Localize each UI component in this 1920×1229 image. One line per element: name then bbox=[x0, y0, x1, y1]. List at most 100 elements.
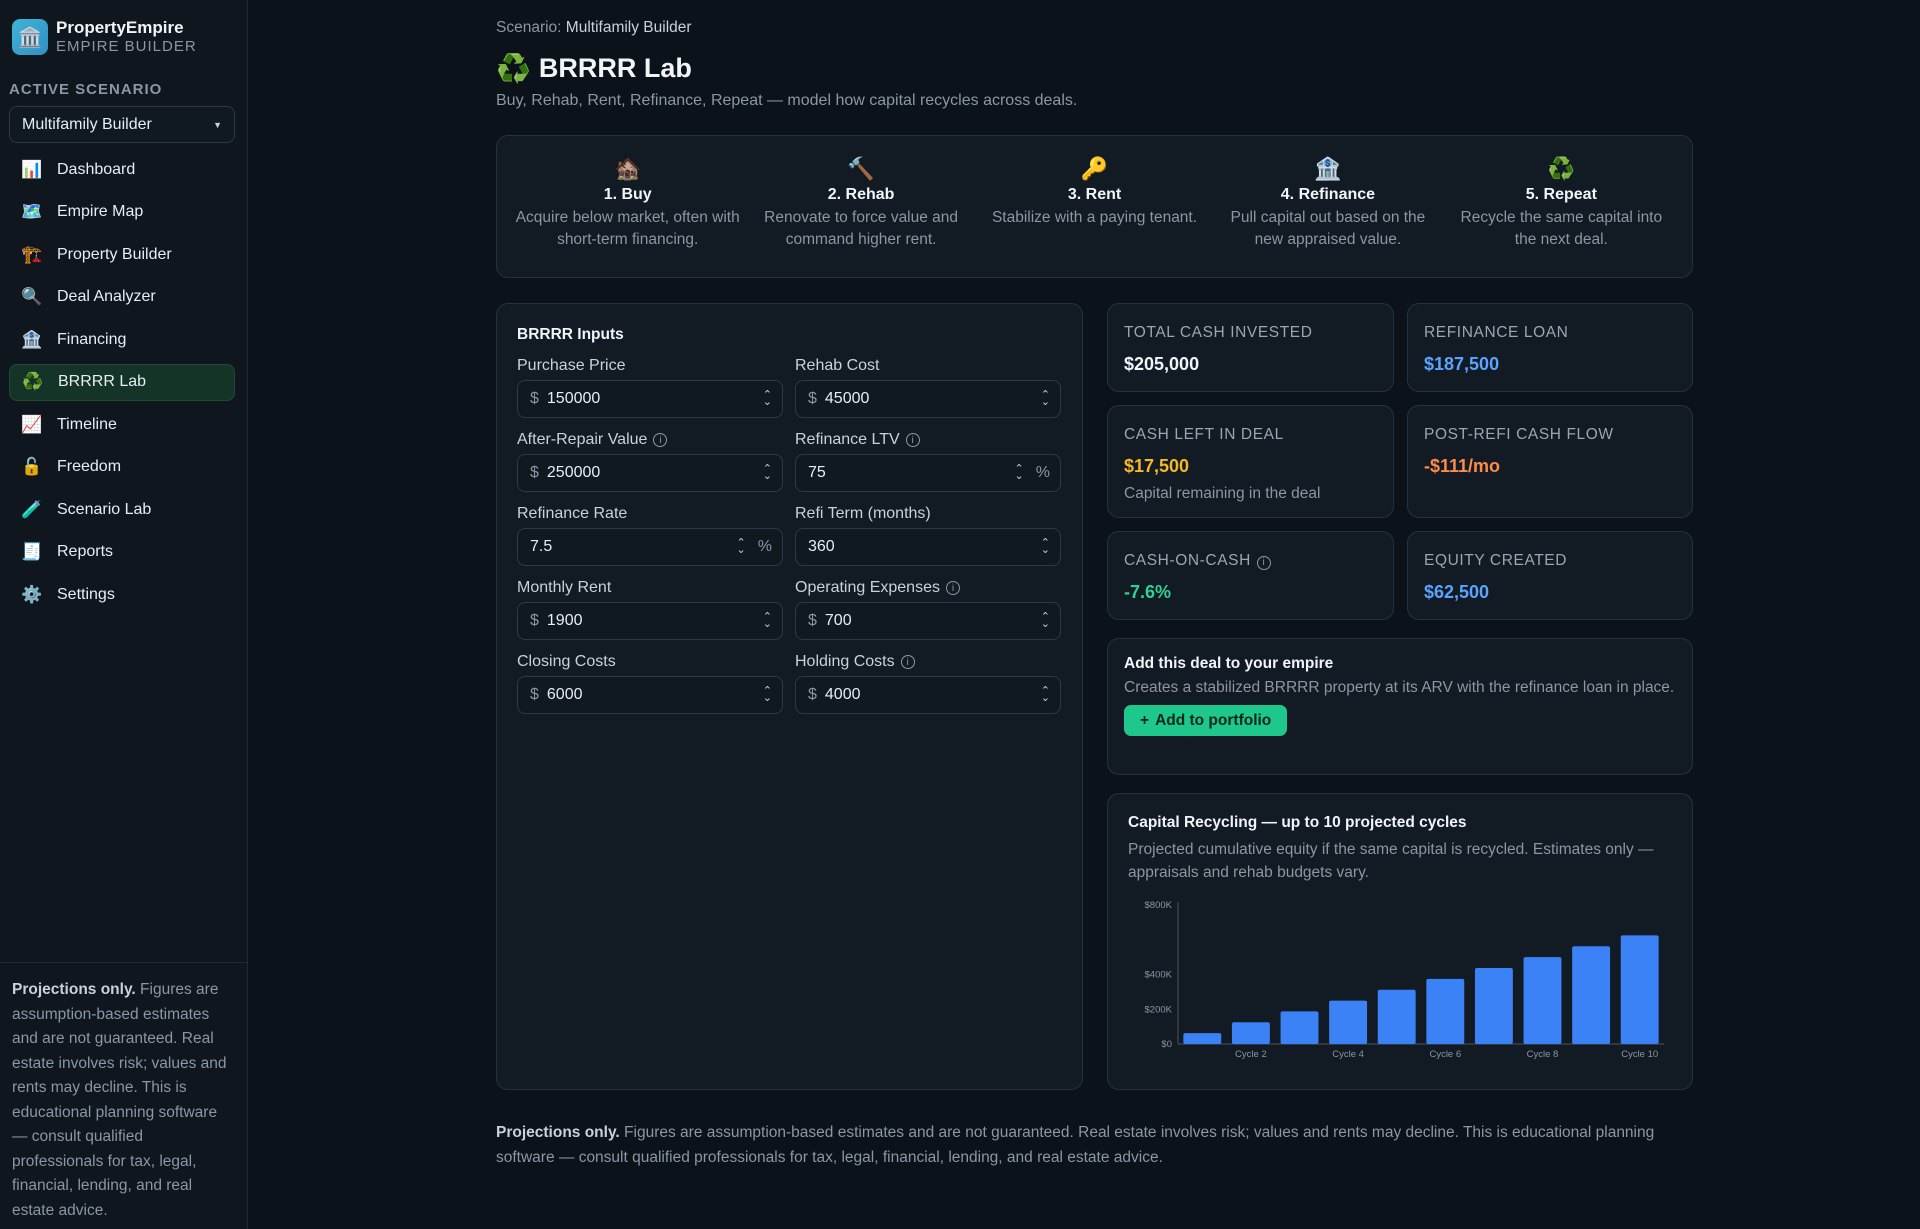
add-to-portfolio-button[interactable]: + Add to portfolio bbox=[1124, 705, 1288, 736]
brand-name: PropertyEmpire bbox=[56, 18, 184, 37]
field-label-text: Refinance LTV bbox=[795, 431, 900, 448]
cash-on-cash-card: CASH-ON-CASH i -7.6% bbox=[1107, 531, 1394, 620]
x-tick-label: Cycle 8 bbox=[1527, 1049, 1559, 1060]
kpi-label: TOTAL CASH INVESTED bbox=[1124, 324, 1313, 341]
bank-logo-icon: 🏛️ bbox=[12, 19, 48, 55]
sidebar-item-scenario-lab[interactable]: 🧪 Scenario Lab bbox=[9, 491, 235, 528]
kpi-note: Capital remaining in the deal bbox=[1124, 485, 1321, 502]
brand[interactable]: 🏛️ PropertyEmpire EMPIRE BUILDER bbox=[12, 18, 197, 56]
after-repair-value-input[interactable]: $250000 ⌃ ⌄ bbox=[517, 454, 783, 492]
field-label-text: Refinance Rate bbox=[517, 505, 628, 522]
field-operating-expenses: Operating Expenses i $700 ⌃ ⌄ bbox=[795, 578, 1061, 640]
sidebar: 🏛️ PropertyEmpire EMPIRE BUILDER ACTIVE … bbox=[0, 0, 248, 1229]
stepper-icon[interactable]: ⌃ ⌄ bbox=[1040, 389, 1050, 408]
scenario-select[interactable]: Multifamily Builder ▼ bbox=[9, 106, 235, 143]
bar-cycle-7 bbox=[1474, 967, 1513, 1044]
y-tick-label: $200K bbox=[1145, 1004, 1173, 1015]
sidebar-item-reports[interactable]: 🧾 Reports bbox=[9, 534, 235, 571]
kpi-value: $205,000 bbox=[1124, 354, 1200, 374]
kpi-label: CASH-ON-CASH i bbox=[1124, 552, 1377, 570]
info-icon[interactable]: i bbox=[900, 655, 915, 669]
refi-term-months-input[interactable]: 360 ⌃ ⌄ bbox=[795, 528, 1061, 566]
sidebar-item-empire-map[interactable]: 🗺️ Empire Map bbox=[9, 194, 235, 231]
currency-prefix: $ bbox=[530, 686, 539, 703]
refinance-rate-input[interactable]: 7.5 ⌃ ⌄% bbox=[517, 528, 783, 566]
field-label-text: Monthly Rent bbox=[517, 579, 612, 596]
step-title: 2. Rehab bbox=[827, 186, 895, 203]
closing-costs-input[interactable]: $6000 ⌃ ⌄ bbox=[517, 676, 783, 714]
stepper-icon[interactable]: ⌃ ⌄ bbox=[1040, 685, 1050, 704]
input-value: 360 bbox=[808, 538, 835, 555]
info-icon[interactable]: i bbox=[1256, 555, 1271, 570]
sidebar-item-dashboard[interactable]: 📊 Dashboard bbox=[9, 151, 235, 188]
page-disclaimer-text: Figures are assumption-based estimates a… bbox=[496, 1124, 1655, 1166]
sidebar-item-label: Timeline bbox=[57, 415, 117, 433]
input-value: 700 bbox=[824, 612, 852, 629]
purchase-price-input[interactable]: $150000 ⌃ ⌄ bbox=[517, 380, 783, 418]
input-value: 150000 bbox=[546, 390, 601, 407]
sidebar-item-label: Deal Analyzer bbox=[57, 288, 156, 305]
sidebar-item-deal-analyzer[interactable]: 🔍 Deal Analyzer bbox=[9, 279, 235, 316]
field-purchase-price: Purchase Price $150000 ⌃ ⌄ bbox=[517, 356, 783, 418]
step-rehab: 🔨 2. Rehab Renovate to force value and c… bbox=[744, 154, 977, 277]
operating-expenses-input[interactable]: $700 ⌃ ⌄ bbox=[795, 602, 1061, 640]
y-tick-label: $800K bbox=[1145, 900, 1173, 911]
info-icon[interactable]: i bbox=[905, 433, 920, 447]
step-refinance: 🏦 4. Refinance Pull capital out based on… bbox=[1211, 154, 1444, 277]
stepper-icon[interactable]: ⌃ ⌄ bbox=[762, 463, 772, 482]
monthly-rent-input[interactable]: $1900 ⌃ ⌄ bbox=[517, 602, 783, 640]
field-after-repair-value: After-Repair Value i $250000 ⌃ ⌄ bbox=[517, 430, 783, 492]
stepper-icon[interactable]: ⌃ ⌄ bbox=[1040, 611, 1050, 630]
sidebar-item-timeline[interactable]: 📈 Timeline bbox=[9, 406, 235, 443]
field-label: Purchase Price bbox=[517, 356, 783, 376]
add-card-description: Creates a stabilized BRRRR property at i… bbox=[1124, 679, 1675, 696]
y-tick-label: $400K bbox=[1145, 970, 1173, 981]
construction-icon: 🏗️ bbox=[21, 244, 43, 264]
stepper-icon[interactable]: ⌃ ⌄ bbox=[736, 537, 746, 556]
page-title-text: BRRRR Lab bbox=[538, 53, 692, 83]
kpi-value: $187,500 bbox=[1424, 354, 1500, 374]
active-scenario-label: ACTIVE SCENARIO bbox=[9, 81, 163, 98]
sidebar-item-label: Financing bbox=[57, 330, 127, 348]
kpi-value: $17,500 bbox=[1124, 456, 1190, 476]
rehab-cost-input[interactable]: $45000 ⌃ ⌄ bbox=[795, 380, 1061, 418]
step-title: 3. Rent bbox=[1067, 186, 1122, 203]
currency-prefix: $ bbox=[530, 612, 539, 629]
step-description: Recycle the same capital into the next d… bbox=[1460, 209, 1663, 248]
input-value: 6000 bbox=[546, 686, 583, 703]
breadcrumb-value: Multifamily Builder bbox=[565, 19, 692, 36]
kpi-value: -7.6% bbox=[1124, 582, 1172, 602]
bar-cycle-1 bbox=[1183, 1033, 1222, 1044]
stepper-icon[interactable]: ⌃ ⌄ bbox=[1014, 463, 1024, 482]
total-cash-card: TOTAL CASH INVESTED $205,000 bbox=[1107, 303, 1394, 392]
info-icon[interactable]: i bbox=[945, 581, 960, 595]
map-icon: 🗺️ bbox=[21, 202, 43, 221]
add-card-title: Add this deal to your empire bbox=[1124, 655, 1334, 672]
step-rent: 🔑 3. Rent Stabilize with a paying tenant… bbox=[978, 154, 1211, 277]
field-label-text: Closing Costs bbox=[517, 653, 616, 670]
step-title: 5. Repeat bbox=[1525, 186, 1597, 203]
info-icon[interactable]: i bbox=[653, 433, 668, 447]
input-value: 4000 bbox=[824, 686, 861, 703]
stepper-icon[interactable]: ⌃ ⌄ bbox=[762, 389, 772, 408]
holding-costs-input[interactable]: $4000 ⌃ ⌄ bbox=[795, 676, 1061, 714]
chart-title: Capital Recycling — up to 10 projected c… bbox=[1128, 814, 1467, 831]
equity-created-card: EQUITY CREATED $62,500 bbox=[1407, 531, 1693, 620]
stepper-icon[interactable]: ⌃ ⌄ bbox=[1040, 537, 1050, 556]
sidebar-item-property-builder[interactable]: 🏗️ Property Builder bbox=[9, 236, 235, 273]
sidebar-item-freedom[interactable]: 🔓 Freedom bbox=[9, 449, 235, 486]
unit-suffix: % bbox=[1035, 464, 1050, 481]
brrrr-steps-panel: 🏚️ 1. Buy Acquire below market, often wi… bbox=[496, 135, 1693, 278]
bar-cycle-3 bbox=[1280, 1011, 1319, 1044]
field-label: After-Repair Value i bbox=[517, 430, 783, 450]
stepper-icon[interactable]: ⌃ ⌄ bbox=[762, 611, 772, 630]
sidebar-item-financing[interactable]: 🏦 Financing bbox=[9, 321, 235, 358]
input-value: 7.5 bbox=[530, 538, 553, 555]
sidebar-item-settings[interactable]: ⚙️ Settings bbox=[9, 576, 235, 613]
refinance-ltv-input[interactable]: 75 ⌃ ⌄% bbox=[795, 454, 1061, 492]
stepper-icon[interactable]: ⌃ ⌄ bbox=[762, 685, 772, 704]
kpi-value: -$111/mo bbox=[1424, 456, 1501, 476]
currency-prefix: $ bbox=[808, 686, 817, 703]
sidebar-item-brrrr-lab[interactable]: ♻️ BRRRR Lab bbox=[9, 363, 235, 401]
y-tick-label: $0 bbox=[1161, 1039, 1172, 1050]
